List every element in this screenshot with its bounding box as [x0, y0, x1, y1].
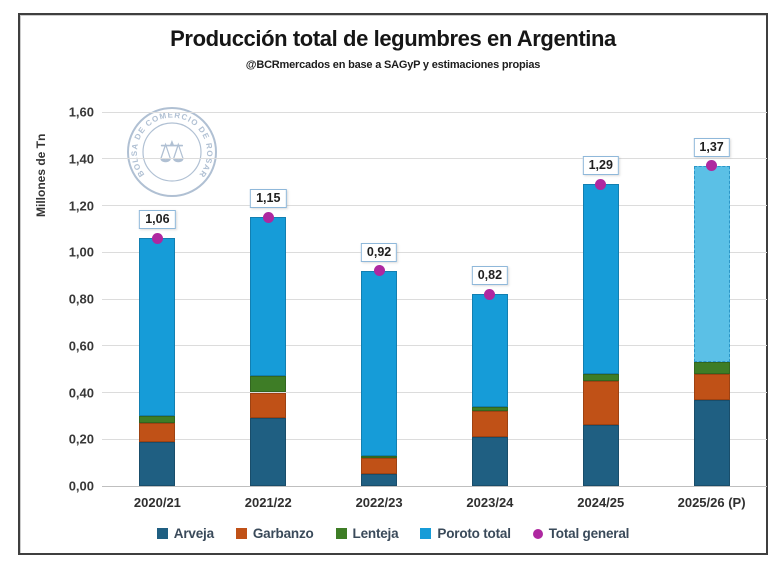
legend-label: Lenteja — [352, 526, 399, 541]
total-value-label: 0,82 — [471, 266, 509, 286]
bar-segment-arveja — [139, 441, 176, 486]
legend-label: Poroto total — [437, 526, 511, 541]
chart-frame: Producción total de legumbres en Argenti… — [18, 13, 768, 555]
bar-segment-lenteja — [582, 373, 619, 381]
bar-segment-arveja — [582, 425, 619, 486]
seal-inner-circle — [142, 122, 202, 182]
legend-item-poroto-total: Poroto total — [420, 526, 511, 541]
bar-segment-poroto-total — [361, 270, 398, 456]
bar-segment-arveja — [250, 418, 287, 486]
bar-segment-arveja — [693, 399, 730, 486]
total-value-label: 1,37 — [693, 137, 730, 157]
bar-segment-lenteja — [693, 362, 730, 374]
chart-title: Producción total de legumbres en Argenti… — [170, 26, 616, 51]
total-value-label: 1,29 — [582, 156, 619, 176]
gridline — [102, 251, 767, 253]
bar-segment-lenteja — [361, 455, 398, 458]
bar-segment-poroto-total — [250, 217, 287, 377]
legend-label: Total general — [548, 526, 630, 541]
legend-dot-icon — [532, 528, 543, 539]
bcr-rosario-seal-logo: BOLSA DE COMERCIO DE ROSARIO ⚖ — [125, 105, 217, 197]
scales-icon: ⚖ — [159, 136, 186, 169]
gridline — [102, 438, 767, 440]
total-general-marker — [706, 160, 718, 172]
legend-label: Garbanzo — [252, 526, 314, 541]
legend-square-icon — [420, 528, 432, 539]
total-value-label: 0,92 — [360, 242, 398, 262]
bar-segment-lenteja — [139, 415, 176, 423]
y-tick-label: 1,40 — [68, 151, 94, 167]
bar-segment-poroto-total — [471, 294, 508, 407]
legend-item-garbanzo: Garbanzo — [235, 526, 314, 541]
bar-segment-garbanzo — [471, 411, 508, 437]
chart-subtitle: @BCRmercados en base a SAGyP y estimacio… — [245, 59, 541, 71]
x-axis-category-label: 2024/25 — [577, 495, 625, 510]
bar-segment-garbanzo — [139, 422, 176, 442]
y-tick-label: 0,60 — [68, 338, 94, 354]
x-axis-category-label: 2021/22 — [244, 495, 292, 510]
total-value-label: 1,15 — [250, 189, 287, 209]
bar-segment-garbanzo — [582, 380, 619, 426]
bar-segment-garbanzo — [250, 392, 287, 419]
y-tick-label: 0,00 — [68, 478, 94, 494]
bar-segment-garbanzo — [693, 373, 730, 400]
y-tick-label: 0,40 — [68, 385, 94, 400]
gridline — [102, 158, 767, 160]
gridline — [102, 298, 767, 300]
total-general-marker — [373, 265, 385, 277]
y-tick-label: 1,20 — [68, 198, 94, 213]
bar-segment-poroto-total — [582, 184, 619, 374]
seal-outer-circle — [127, 107, 217, 197]
total-general-marker — [595, 178, 607, 190]
gridline — [102, 345, 767, 347]
legend-item-lenteja: Lenteja — [335, 526, 399, 541]
bar-segment-arveja — [361, 474, 398, 486]
gridline — [102, 111, 767, 113]
total-general-marker — [262, 211, 274, 223]
bar-segment-lenteja — [250, 376, 287, 393]
y-tick-label: 0,20 — [68, 431, 94, 447]
x-axis-category-label: 2025/26 (P) — [677, 495, 746, 510]
bar-segment-arveja — [471, 436, 508, 486]
gridline — [102, 392, 767, 393]
legend-item-total-general: Total general — [532, 526, 630, 541]
x-axis-category-label: 2023/24 — [466, 495, 514, 510]
total-general-marker — [151, 232, 163, 244]
legend-square-icon — [335, 528, 347, 539]
chart-legend: Arveja Garbanzo Lenteja Poroto total Total g… — [20, 526, 766, 541]
x-axis-category-label: 2020/21 — [133, 495, 181, 510]
y-tick-label: 1,00 — [68, 244, 94, 260]
legend-square-icon — [156, 528, 168, 539]
x-axis-line — [102, 485, 767, 487]
bar-segment-poroto-total — [693, 165, 730, 363]
y-tick-label: 1,60 — [68, 104, 94, 120]
y-axis-title: Millones de Tn — [34, 133, 48, 217]
bar-segment-poroto-total — [139, 238, 176, 416]
gridline — [102, 205, 767, 206]
total-general-marker — [484, 288, 496, 300]
total-value-label: 1,06 — [139, 210, 176, 230]
legend-square-icon — [235, 528, 247, 539]
legend-item-arveja: Arveja — [156, 526, 214, 541]
bar-segment-garbanzo — [361, 457, 398, 475]
legend-label: Arveja — [173, 526, 214, 541]
y-tick-label: 0,80 — [68, 291, 94, 307]
bar-segment-lenteja — [471, 406, 508, 412]
x-axis-category-label: 2022/23 — [355, 495, 403, 510]
